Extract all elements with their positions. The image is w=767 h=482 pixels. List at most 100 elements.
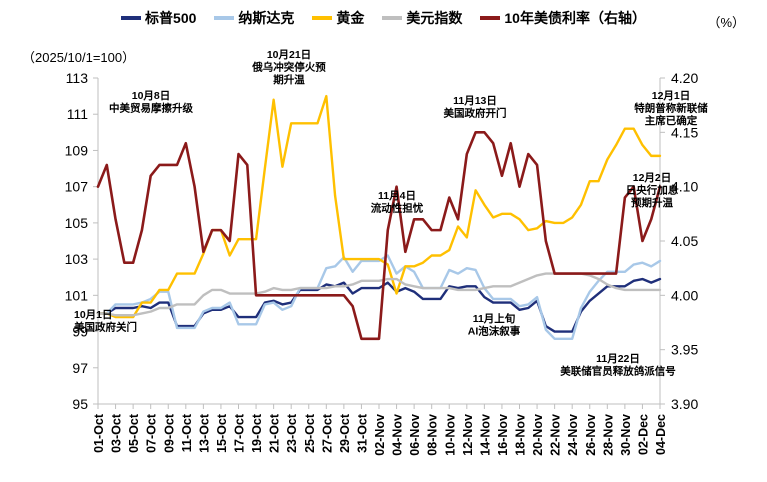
left-tick-label: 109 [65, 142, 89, 158]
legend-nasdaq[interactable]: 纳斯达克 [214, 8, 294, 28]
x-tick-label: 19-Oct [250, 413, 264, 453]
left-tick-label: 101 [65, 287, 89, 303]
x-tick-label: 13-Oct [197, 413, 211, 453]
left-tick-label: 113 [66, 70, 89, 86]
legend-ust10y[interactable]: 10年美债利率（右轴） [480, 8, 646, 28]
x-tick-label: 02-Dec [636, 414, 650, 455]
x-tick-label: 20-Nov [531, 414, 545, 456]
annotation-trump-fed-chair-line-2: 主席已确定 [645, 114, 698, 127]
left-tick-label: 103 [65, 251, 89, 267]
series-line-0 [96, 277, 662, 333]
x-tick-label: 30-Nov [619, 414, 633, 456]
legend-ust10y-label: 10年美债利率（右轴） [504, 10, 646, 26]
left-tick-label: 99 [72, 324, 88, 340]
x-tick-label: 03-Oct [110, 413, 124, 453]
left-tick-label: 111 [67, 106, 88, 122]
x-tick-label: 26-Nov [584, 414, 598, 456]
x-tick-label: 12-Nov [461, 414, 475, 456]
x-tick-label: 16-Nov [496, 414, 510, 456]
x-tick-label: 02-Nov [373, 414, 387, 456]
x-tick-label: 14-Nov [478, 414, 492, 456]
annotation-trade-friction-line-0: 10月8日 [132, 90, 171, 102]
legend-nasdaq-swatch-icon [214, 16, 235, 20]
x-tick-label: 15-Oct [215, 413, 229, 453]
x-tick-label: 10-Nov [443, 414, 457, 456]
legend-gold-label: 黄金 [336, 10, 365, 26]
series-layer [96, 94, 662, 341]
annotation-trump-fed-chair-line-1: 特朗普称新联储 [634, 102, 708, 115]
annotation-gov-shutdown-line-0: 10月1日 [74, 309, 113, 321]
annotation-boj-hike-line-1: 日央行加息 [626, 184, 679, 197]
chart-legend: 标普500 纳斯达克 黄金 美元指数 10年美债利率（右轴） [0, 8, 767, 28]
legend-dxy[interactable]: 美元指数 [382, 8, 462, 28]
annotation-russia-ukraine-line-1: 俄乌冲突停火预 [251, 61, 326, 74]
legend-gold[interactable]: 黄金 [312, 8, 364, 28]
annotation-fed-dovish-line-1: 美联储官员释放鸽派信号 [560, 365, 676, 378]
x-tick-label: 06-Nov [408, 414, 422, 456]
annotation-ai-bubble-line-0: 11月上旬 [473, 312, 516, 325]
x-tick-label: 21-Oct [268, 413, 282, 453]
legend-dxy-label: 美元指数 [406, 10, 463, 26]
x-tick-label: 27-Oct [320, 413, 334, 453]
x-tick-label: 09-Oct [162, 413, 176, 453]
legend-sp500-label: 标普500 [145, 10, 197, 26]
annotation-russia-ukraine-line-0: 10月21日 [267, 49, 311, 61]
right-tick-label: 3.90 [671, 396, 698, 412]
annotation-gov-reopen-line-1: 美国政府开门 [444, 107, 507, 120]
x-tick-label: 04-Dec [654, 414, 668, 455]
left-tick-label: 105 [65, 215, 89, 231]
left-tick-label: 97 [72, 360, 88, 376]
x-tick-label: 31-Oct [355, 413, 369, 453]
x-tick-label: 22-Nov [549, 414, 563, 456]
right-tick-label: 4.10 [671, 179, 698, 195]
annotation-boj-hike-line-0: 12月2日 [633, 172, 672, 184]
x-tick-label: 05-Oct [127, 413, 141, 453]
right-tick-label: 4.00 [671, 287, 698, 303]
x-tick-label: 25-Oct [303, 413, 317, 453]
series-line-3 [96, 272, 662, 317]
right-tick-label: 4.15 [671, 124, 698, 140]
x-tick-label: 07-Oct [145, 413, 159, 453]
x-tick-label: 28-Nov [601, 414, 615, 456]
x-tick-label: 23-Oct [285, 413, 299, 453]
annotation-liquidity-line-0: 11月4日 [378, 190, 416, 202]
annotation-gov-shutdown-line-1: 美国政府关门 [74, 321, 137, 334]
annotation-russia-ukraine-line-2: 期升温 [273, 73, 305, 86]
legend-gold-swatch-icon [312, 16, 333, 20]
series-line-2 [96, 94, 662, 319]
x-tick-label: 11-Oct [180, 413, 194, 452]
annotation-trump-fed-chair-line-0: 12月1日 [652, 90, 691, 102]
legend-dxy-swatch-icon [382, 16, 403, 20]
left-tick-label: 95 [72, 396, 88, 412]
series-line-4 [96, 131, 662, 341]
annotation-trade-friction-line-1: 中美贸易摩擦升级 [109, 102, 193, 115]
left-axis-note: （2025/10/1=100） [22, 50, 136, 65]
x-tick-label: 24-Nov [566, 414, 580, 456]
x-tick-label: 29-Oct [338, 413, 352, 453]
annotation-fed-dovish-line-0: 11月22日 [596, 353, 640, 365]
annotation-boj-hike-line-2: 预期升温 [631, 196, 673, 209]
legend-nasdaq-label: 纳斯达克 [238, 10, 295, 26]
right-axis-unit-label: （%） [707, 15, 745, 30]
annotation-ai-bubble-line-1: AI泡沫叙事 [468, 325, 521, 338]
x-tick-label: 18-Nov [514, 414, 528, 456]
series-line-1 [96, 254, 662, 340]
legend-sp500[interactable]: 标普500 [121, 8, 196, 28]
x-tick-label: 01-Oct [92, 413, 106, 453]
left-tick-label: 107 [65, 179, 89, 195]
x-tick-label: 08-Nov [426, 414, 440, 456]
right-tick-label: 4.20 [671, 70, 698, 86]
axes-layer: 95 97 99 101 103 105 107 109 111 113 3.90 3.95 4.00 4… [65, 70, 699, 456]
legend-sp500-swatch-icon [121, 16, 142, 20]
